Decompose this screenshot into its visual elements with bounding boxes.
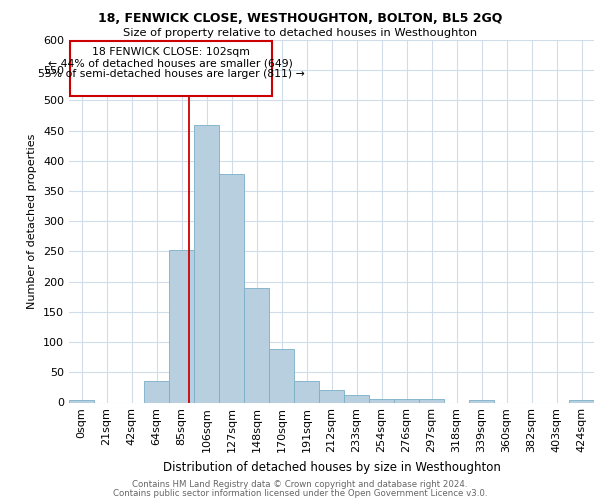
Bar [169,250,194,402]
Bar [569,400,593,402]
Bar [244,288,269,403]
X-axis label: Distribution of detached houses by size in Westhoughton: Distribution of detached houses by size … [163,461,500,474]
Bar [145,382,169,402]
Text: Contains public sector information licensed under the Open Government Licence v3: Contains public sector information licen… [113,489,487,498]
Bar [194,124,218,402]
Bar [295,382,319,402]
Y-axis label: Number of detached properties: Number of detached properties [28,134,37,309]
Bar [419,400,443,402]
Text: Size of property relative to detached houses in Westhoughton: Size of property relative to detached ho… [123,28,477,38]
Text: 18 FENWICK CLOSE: 102sqm: 18 FENWICK CLOSE: 102sqm [92,48,250,57]
Text: 55% of semi-detached houses are larger (811) →: 55% of semi-detached houses are larger (… [37,69,304,79]
Text: Contains HM Land Registry data © Crown copyright and database right 2024.: Contains HM Land Registry data © Crown c… [132,480,468,489]
Bar [319,390,344,402]
Bar [269,350,293,403]
Text: 18, FENWICK CLOSE, WESTHOUGHTON, BOLTON, BL5 2GQ: 18, FENWICK CLOSE, WESTHOUGHTON, BOLTON,… [98,12,502,26]
FancyBboxPatch shape [70,41,271,96]
Bar [394,399,419,402]
Bar [344,395,368,402]
Text: ← 44% of detached houses are smaller (649): ← 44% of detached houses are smaller (64… [49,58,293,68]
Bar [70,400,94,402]
Bar [220,174,244,402]
Bar [370,400,394,402]
Bar [469,400,494,402]
